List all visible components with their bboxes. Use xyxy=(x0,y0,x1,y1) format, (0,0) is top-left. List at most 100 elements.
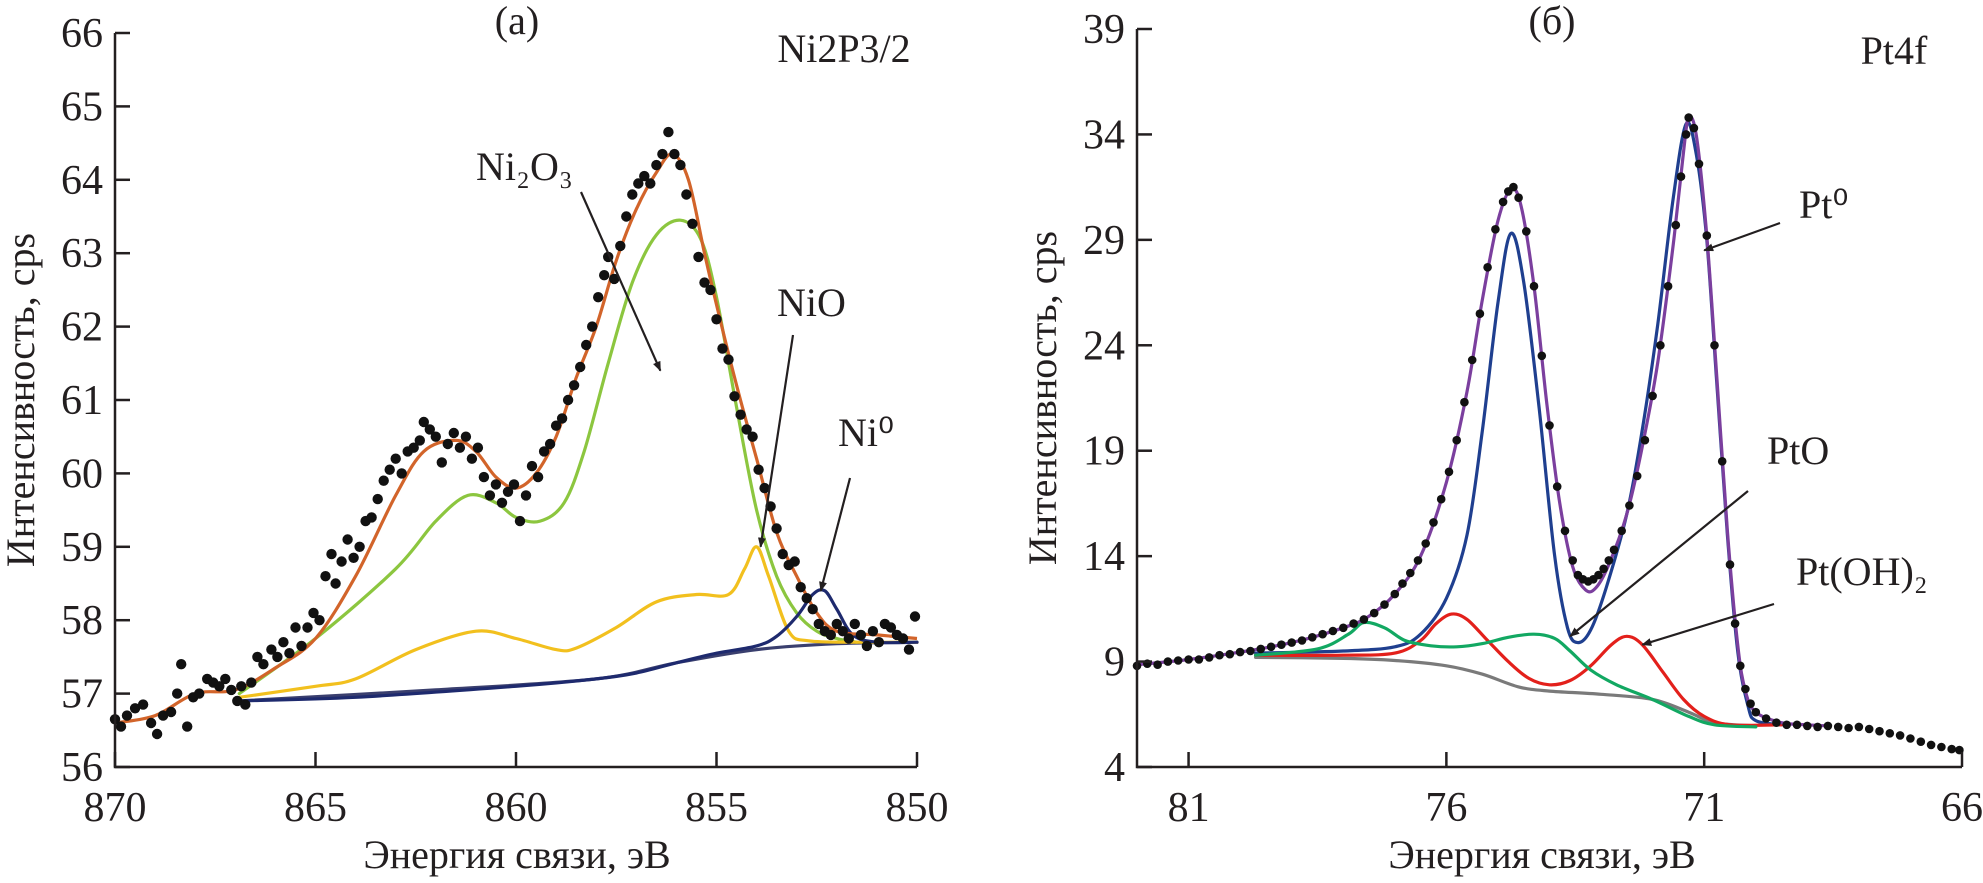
data-point xyxy=(484,490,496,501)
data-point xyxy=(1246,646,1255,656)
data-point xyxy=(348,552,359,563)
data-point xyxy=(1398,579,1407,588)
data-point xyxy=(837,626,848,637)
data-point xyxy=(1429,518,1438,527)
data-point xyxy=(873,637,885,648)
data-point xyxy=(1560,526,1570,536)
spectrum-title: Pt4f xyxy=(1861,28,1928,73)
data-point xyxy=(1359,615,1369,624)
data-point xyxy=(1632,471,1642,481)
data-point xyxy=(1475,309,1485,319)
data-point xyxy=(520,490,532,501)
data-point xyxy=(115,721,127,732)
data-point xyxy=(157,710,169,721)
data-point xyxy=(1297,636,1307,645)
data-point xyxy=(1339,623,1348,633)
data-point xyxy=(789,556,800,567)
data-point xyxy=(1514,193,1523,202)
data-point xyxy=(645,178,656,189)
y-tick-label: 4 xyxy=(1104,745,1125,791)
series-line-component-1 xyxy=(237,218,859,696)
data-point xyxy=(675,159,686,171)
data-point xyxy=(1640,435,1650,445)
data-point xyxy=(1617,526,1626,536)
data-point xyxy=(145,717,157,729)
data-point xyxy=(326,548,337,560)
data-point xyxy=(1204,653,1214,662)
data-point xyxy=(1390,589,1400,599)
data-point xyxy=(137,699,149,710)
data-point xyxy=(1772,718,1781,727)
data-point xyxy=(1833,722,1843,732)
x-tick-label: 81 xyxy=(1168,785,1210,831)
data-point xyxy=(1725,560,1735,569)
data-point xyxy=(909,611,921,622)
data-point xyxy=(320,571,331,582)
x-tick-label: 865 xyxy=(284,785,347,831)
data-point xyxy=(1916,737,1926,746)
data-point xyxy=(514,515,526,527)
data-point xyxy=(430,431,441,442)
data-point xyxy=(1452,435,1461,445)
data-point xyxy=(903,644,915,655)
data-point xyxy=(1813,722,1822,732)
data-point xyxy=(1266,642,1276,652)
data-point xyxy=(1864,724,1874,734)
peak-annotation-label: Ni₂O₃ xyxy=(476,144,573,189)
data-point xyxy=(378,475,389,486)
data-point xyxy=(1710,341,1719,350)
data-point xyxy=(663,126,674,138)
data-point xyxy=(1717,457,1727,466)
data-point xyxy=(885,622,897,633)
y-tick-label: 39 xyxy=(1083,7,1125,53)
data-point xyxy=(236,681,247,692)
data-point xyxy=(1509,182,1518,192)
data-point xyxy=(1491,225,1500,234)
data-point xyxy=(669,148,680,160)
data-point xyxy=(771,523,782,534)
annotation-arrow xyxy=(1703,221,1781,252)
data-point xyxy=(1173,656,1183,665)
data-point xyxy=(1656,341,1665,350)
data-point xyxy=(1947,744,1956,754)
data-point xyxy=(1895,731,1905,740)
data-point xyxy=(502,486,514,497)
data-point xyxy=(1694,159,1704,169)
data-point xyxy=(1369,608,1379,618)
peak-annotation-label: Pt⁰ xyxy=(1799,182,1848,227)
x-axis-label: Энергия связи, эВ xyxy=(363,832,670,877)
y-tick-label: 64 xyxy=(61,158,103,204)
data-point xyxy=(1460,397,1469,407)
data-point xyxy=(151,728,163,740)
series-line-component-2 xyxy=(237,545,919,699)
series-line-component-3 xyxy=(1254,620,1758,729)
y-tick-label: 57 xyxy=(61,672,103,718)
x-tick-label: 870 xyxy=(84,785,147,831)
data-point xyxy=(390,453,401,464)
data-point xyxy=(436,457,447,468)
data-point xyxy=(165,706,177,718)
data-point xyxy=(741,424,752,435)
data-point xyxy=(538,446,550,457)
y-tick-label: 19 xyxy=(1083,429,1125,475)
y-tick-label: 60 xyxy=(61,451,103,497)
data-point xyxy=(711,314,722,325)
peak-annotation-label: Ni⁰ xyxy=(838,410,894,455)
data-point xyxy=(587,321,598,332)
data-point xyxy=(1552,482,1562,491)
data-point xyxy=(699,277,710,288)
data-point xyxy=(1349,619,1358,628)
data-point xyxy=(1498,197,1508,207)
data-point xyxy=(460,431,472,442)
data-point xyxy=(705,284,716,296)
data-point xyxy=(1522,227,1531,236)
data-point xyxy=(556,413,568,424)
data-point xyxy=(795,582,806,593)
y-tick-label: 29 xyxy=(1083,218,1125,264)
data-point xyxy=(466,453,478,464)
data-point xyxy=(1671,220,1681,230)
data-point xyxy=(472,442,484,453)
data-point xyxy=(232,695,243,707)
panel-pt4f: 4 9 14 19 24 29 34 39 81 76 71 66 Энергия связи, эВ И… xyxy=(1020,0,1983,877)
data-point xyxy=(1184,655,1193,664)
